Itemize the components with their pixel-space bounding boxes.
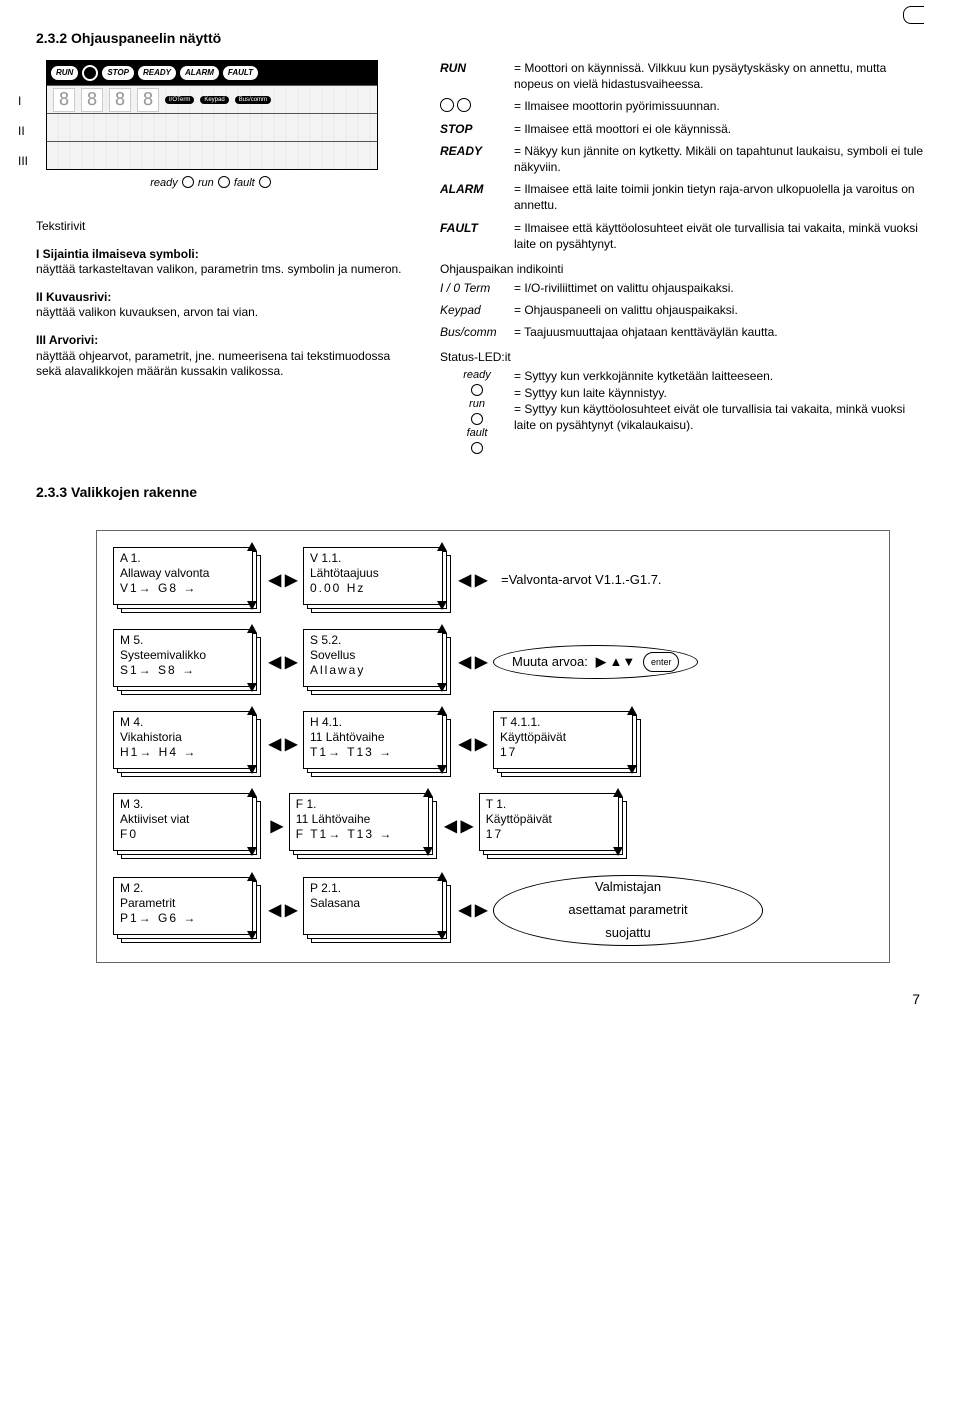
status-led-heading: Status-LED:it [440,350,924,364]
led-desc: = Syttyy kun laite käynnistyy. [514,385,924,401]
status-pill: STOP [102,66,134,80]
location-desc: = Ohjauspaneeli on valittu ohjauspaikaks… [514,302,924,318]
row-ii-desc: näyttää valikon kuvauksen, arvon tai via… [36,305,416,321]
menu-card: T 4.1.1.Käyttöpäivät17 [493,711,643,777]
row-iii-heading: III Arvorivi: [36,333,98,347]
led-dot [218,176,230,188]
lcd-row-2 [47,113,377,141]
location-desc: = Taajuusmuuttajaa ohjataan kenttäväylän… [514,324,924,340]
change-value-oval: Muuta arvoa: ▶ ▲▼ enter [493,645,698,679]
location-heading: Ohjauspaikan indikointi [440,262,924,276]
row-i-heading: I Sijaintia ilmaiseva symboli: [36,247,199,261]
led-dot [471,384,483,396]
led-dot [471,442,483,454]
lr-arrows-icon: ◀▶ [453,900,493,920]
menu-structure-diagram: A 1.Allaway valvontaV1→ G8 → ◀▶ V 1.1.Lä… [96,530,890,963]
menu-card: M 5.SysteemivalikkoS1→ S8 → [113,629,263,695]
lr-arrows-icon: ◀▶ [453,570,493,590]
mini-pill: Bus/comm [235,96,271,104]
lr-arrows-icon: ◀▶ [439,816,479,836]
indicator-label: ALARM [440,181,514,213]
status-pill: READY [138,66,176,80]
indicator-label: RUN [440,60,514,92]
menu-card: M 4.VikahistoriaH1→ H4 → [113,711,263,777]
enter-button-icon: enter [643,652,679,672]
digit: 8 [53,88,75,112]
menu-card: H 4.1.11 LähtövaiheT1→ T13 → [303,711,453,777]
digit: 8 [137,88,159,112]
location-label: I / 0 Term [440,280,514,296]
menu-card: M 2.ParametritP1→ G6 → [113,877,263,943]
digit: 8 [81,88,103,112]
lcd-status-row: RUN STOP READY ALARM FAULT [47,61,377,85]
menu-card: M 3.Aktiiviset viatF0 [113,793,263,859]
rotation-icon [440,98,514,114]
led-dot [471,413,483,425]
mini-pill: Keypad [200,96,228,104]
status-pill: FAULT [223,66,258,80]
led-label: ready [463,368,491,383]
protected-oval: Valmistajan asettamat parametrit suojatt… [493,875,763,946]
row-tail-text: =Valvonta-arvot V1.1.-G1.7. [501,572,662,587]
digit: 8 [109,88,131,112]
status-pill: RUN [51,66,78,80]
indicator-desc: = Ilmaisee moottorin pyörimissuunnan. [514,98,924,114]
row-iii-desc: näyttää ohjearvot, parametrit, jne. nume… [36,349,416,380]
led-desc: = Syttyy kun käyttöolosuhteet eivät ole … [514,401,924,433]
lr-arrows-icon: ◀▶ [263,734,303,754]
indicator-label: STOP [440,121,514,137]
led-dot [259,176,271,188]
menu-card: A 1.Allaway valvontaV1→ G8 → [113,547,263,613]
led-desc: = Syttyy kun verkkojännite kytketään lai… [514,368,924,384]
led-label: run [469,397,485,412]
menu-card: V 1.1.Lähtötaajuus0.00 Hz [303,547,453,613]
location-desc: = I/O-riviliittimet on valittu ohjauspai… [514,280,924,296]
row-i-desc: näyttää tarkasteltavan valikon, parametr… [36,262,416,278]
led-label: fault [467,426,488,441]
indicator-desc: = Moottori on käynnissä. Vilkkuu kun pys… [514,60,924,92]
lr-arrows-icon: ◀▶ [453,734,493,754]
led-row: ready run fault [46,176,376,189]
lcd-panel: I II III RUN STOP READY ALARM FAULT 8 8 … [36,60,416,189]
lr-arrows-icon: ◀▶ [263,570,303,590]
roman-3: III [18,154,28,184]
location-label: Keypad [440,302,514,318]
indicator-label: READY [440,143,514,175]
menu-card: F 1.11 LähtövaiheF T1→ T13 → [289,793,439,859]
indicator-label: FAULT [440,220,514,252]
section-title-2: 2.3.3 Valikkojen rakenne [36,484,924,500]
lr-arrows-icon: ◀▶ [263,900,303,920]
menu-card: T 1.Käyttöpäivät17 [479,793,629,859]
text-rows-heading: Tekstirivit [36,219,416,235]
roman-1: I [18,94,28,124]
rotation-icon [82,65,98,81]
indicator-desc: = Ilmaisee että laite toimii jonkin tiet… [514,181,924,213]
indicator-desc: = Näkyy kun jännite on kytketty. Mikäli … [514,143,924,175]
menu-card: P 2.1.Salasana [303,877,453,943]
indicator-desc: = Ilmaisee että moottori ei ole käynniss… [514,121,924,137]
indicator-list: RUN= Moottori on käynnissä. Vilkkuu kun … [440,60,924,460]
led-dot [182,176,194,188]
roman-2: II [18,124,28,154]
page-number: 7 [36,991,924,1007]
mini-pill: I/OTerm [165,96,194,104]
page-corner-marker [903,6,924,24]
lcd-row-1: 8 8 8 8 I/OTerm Keypad Bus/comm [47,85,377,113]
indicator-desc: = Ilmaisee että käyttöolosuhteet eivät o… [514,220,924,252]
status-pill: ALARM [180,66,219,80]
menu-card: S 5.2.SovellusAllaway [303,629,453,695]
lr-arrows-icon: ▶ [265,816,289,836]
lcd-row-3 [47,141,377,169]
location-label: Bus/comm [440,324,514,340]
lr-arrows-icon: ◀▶ [453,652,493,672]
row-ii-heading: II Kuvausrivi: [36,290,111,304]
lr-arrows-icon: ◀▶ [263,652,303,672]
section-title-1: 2.3.2 Ohjauspaneelin näyttö [36,30,924,46]
